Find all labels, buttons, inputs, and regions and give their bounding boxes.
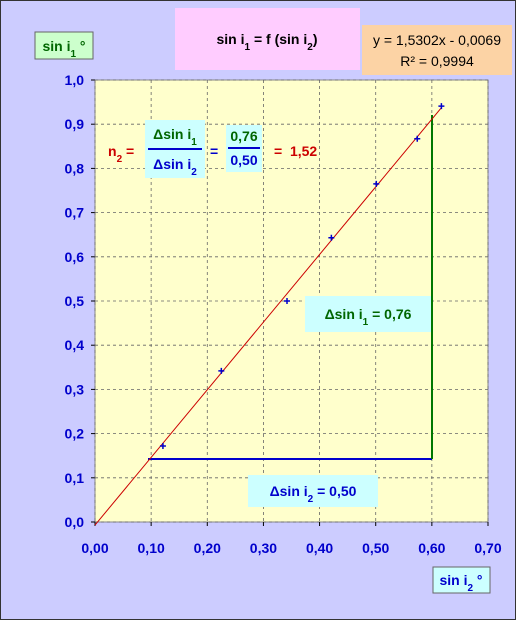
n-sub: 2 bbox=[117, 154, 123, 165]
equals: = bbox=[122, 143, 134, 159]
n: n bbox=[108, 143, 117, 159]
equation-box bbox=[362, 25, 512, 75]
y-tick-label: 0,6 bbox=[65, 249, 85, 265]
title-sub: 1 bbox=[245, 42, 251, 53]
data-point bbox=[373, 180, 380, 187]
num: Δsin i bbox=[153, 126, 191, 142]
equals: = bbox=[210, 143, 218, 159]
x-tick-label: 0,70 bbox=[474, 540, 501, 556]
y-label-box bbox=[34, 31, 94, 60]
y-tick-label: 0,0 bbox=[65, 514, 85, 530]
delta-x-label: Δsin i2 = 0,50 bbox=[270, 483, 357, 505]
x-tick-label: 0,30 bbox=[250, 540, 277, 556]
x-tick-label: 0,50 bbox=[362, 540, 389, 556]
dy-text: Δsin i bbox=[325, 306, 363, 322]
y-axis-label: sin i1 ° bbox=[42, 38, 85, 60]
delta-y-label: Δsin i1 = 0,76 bbox=[325, 306, 412, 328]
x-tick-label: 0,40 bbox=[306, 540, 333, 556]
y-label-unit: ° bbox=[76, 38, 86, 54]
x-label-box bbox=[432, 566, 491, 594]
denominator: Δsin i2 bbox=[153, 156, 197, 178]
result: = 1,52 bbox=[274, 143, 317, 159]
x-label-text: sin i bbox=[439, 572, 467, 588]
marks bbox=[94, 103, 445, 526]
x-label-unit: ° bbox=[473, 572, 483, 588]
x-tick-label: 0,60 bbox=[418, 540, 445, 556]
y-tick-label: 0,3 bbox=[65, 381, 85, 397]
y-tick-label: 0,7 bbox=[65, 205, 85, 221]
title-box bbox=[175, 8, 360, 70]
data-point bbox=[438, 103, 445, 110]
num-sub: 1 bbox=[191, 137, 197, 148]
trend-r2: R² = 0,9994 bbox=[400, 53, 474, 69]
numerator: Δsin i1 bbox=[153, 126, 197, 148]
formula-n: n2 = bbox=[108, 143, 134, 165]
data-point bbox=[218, 367, 225, 374]
den-sub: 2 bbox=[191, 167, 197, 178]
x-tick-label: 0,20 bbox=[194, 540, 221, 556]
y-label-sub: 1 bbox=[70, 49, 76, 60]
delta-x-box bbox=[248, 475, 378, 507]
title-part: ) bbox=[313, 31, 318, 47]
trend-equation: y = 1,5302x - 0,0069 bbox=[373, 32, 501, 48]
data-point bbox=[159, 442, 166, 449]
x-tick-label: 0,10 bbox=[138, 540, 165, 556]
denominator-value: 0,50 bbox=[230, 152, 257, 168]
y-tick-label: 0,8 bbox=[65, 160, 85, 176]
dx-text: Δsin i bbox=[270, 483, 308, 499]
data-point bbox=[328, 234, 335, 241]
y-tick-label: 0,9 bbox=[65, 116, 85, 132]
y-tick-label: 0,4 bbox=[65, 337, 85, 353]
dx-sub: 2 bbox=[308, 494, 314, 505]
x-tick-label: 0,00 bbox=[81, 540, 108, 556]
dy-sub: 1 bbox=[363, 317, 369, 328]
y-tick-label: 1,0 bbox=[65, 72, 85, 88]
y-tick-label: 0,2 bbox=[65, 426, 85, 442]
trendline bbox=[94, 107, 442, 526]
data-point bbox=[414, 135, 421, 142]
title-sub: 2 bbox=[307, 42, 313, 53]
data-point bbox=[284, 298, 291, 304]
dx-value: = 0,50 bbox=[313, 483, 356, 499]
y-tick-label: 0,1 bbox=[65, 470, 85, 486]
dy-value: = 0,76 bbox=[368, 306, 411, 322]
x-label-sub: 2 bbox=[467, 583, 473, 594]
x-axis-label: sin i2 ° bbox=[439, 572, 482, 594]
numerator-value: 0,76 bbox=[230, 128, 257, 144]
y-label-text: sin i bbox=[42, 38, 70, 54]
y-tick-label: 0,5 bbox=[65, 293, 85, 309]
delta-y-box bbox=[305, 296, 431, 332]
title-part: sin i bbox=[217, 31, 245, 47]
chart-title: sin i1 = f (sin i2) bbox=[217, 31, 318, 53]
title-part: = f (sin i bbox=[250, 31, 307, 47]
den: Δsin i bbox=[153, 156, 191, 172]
